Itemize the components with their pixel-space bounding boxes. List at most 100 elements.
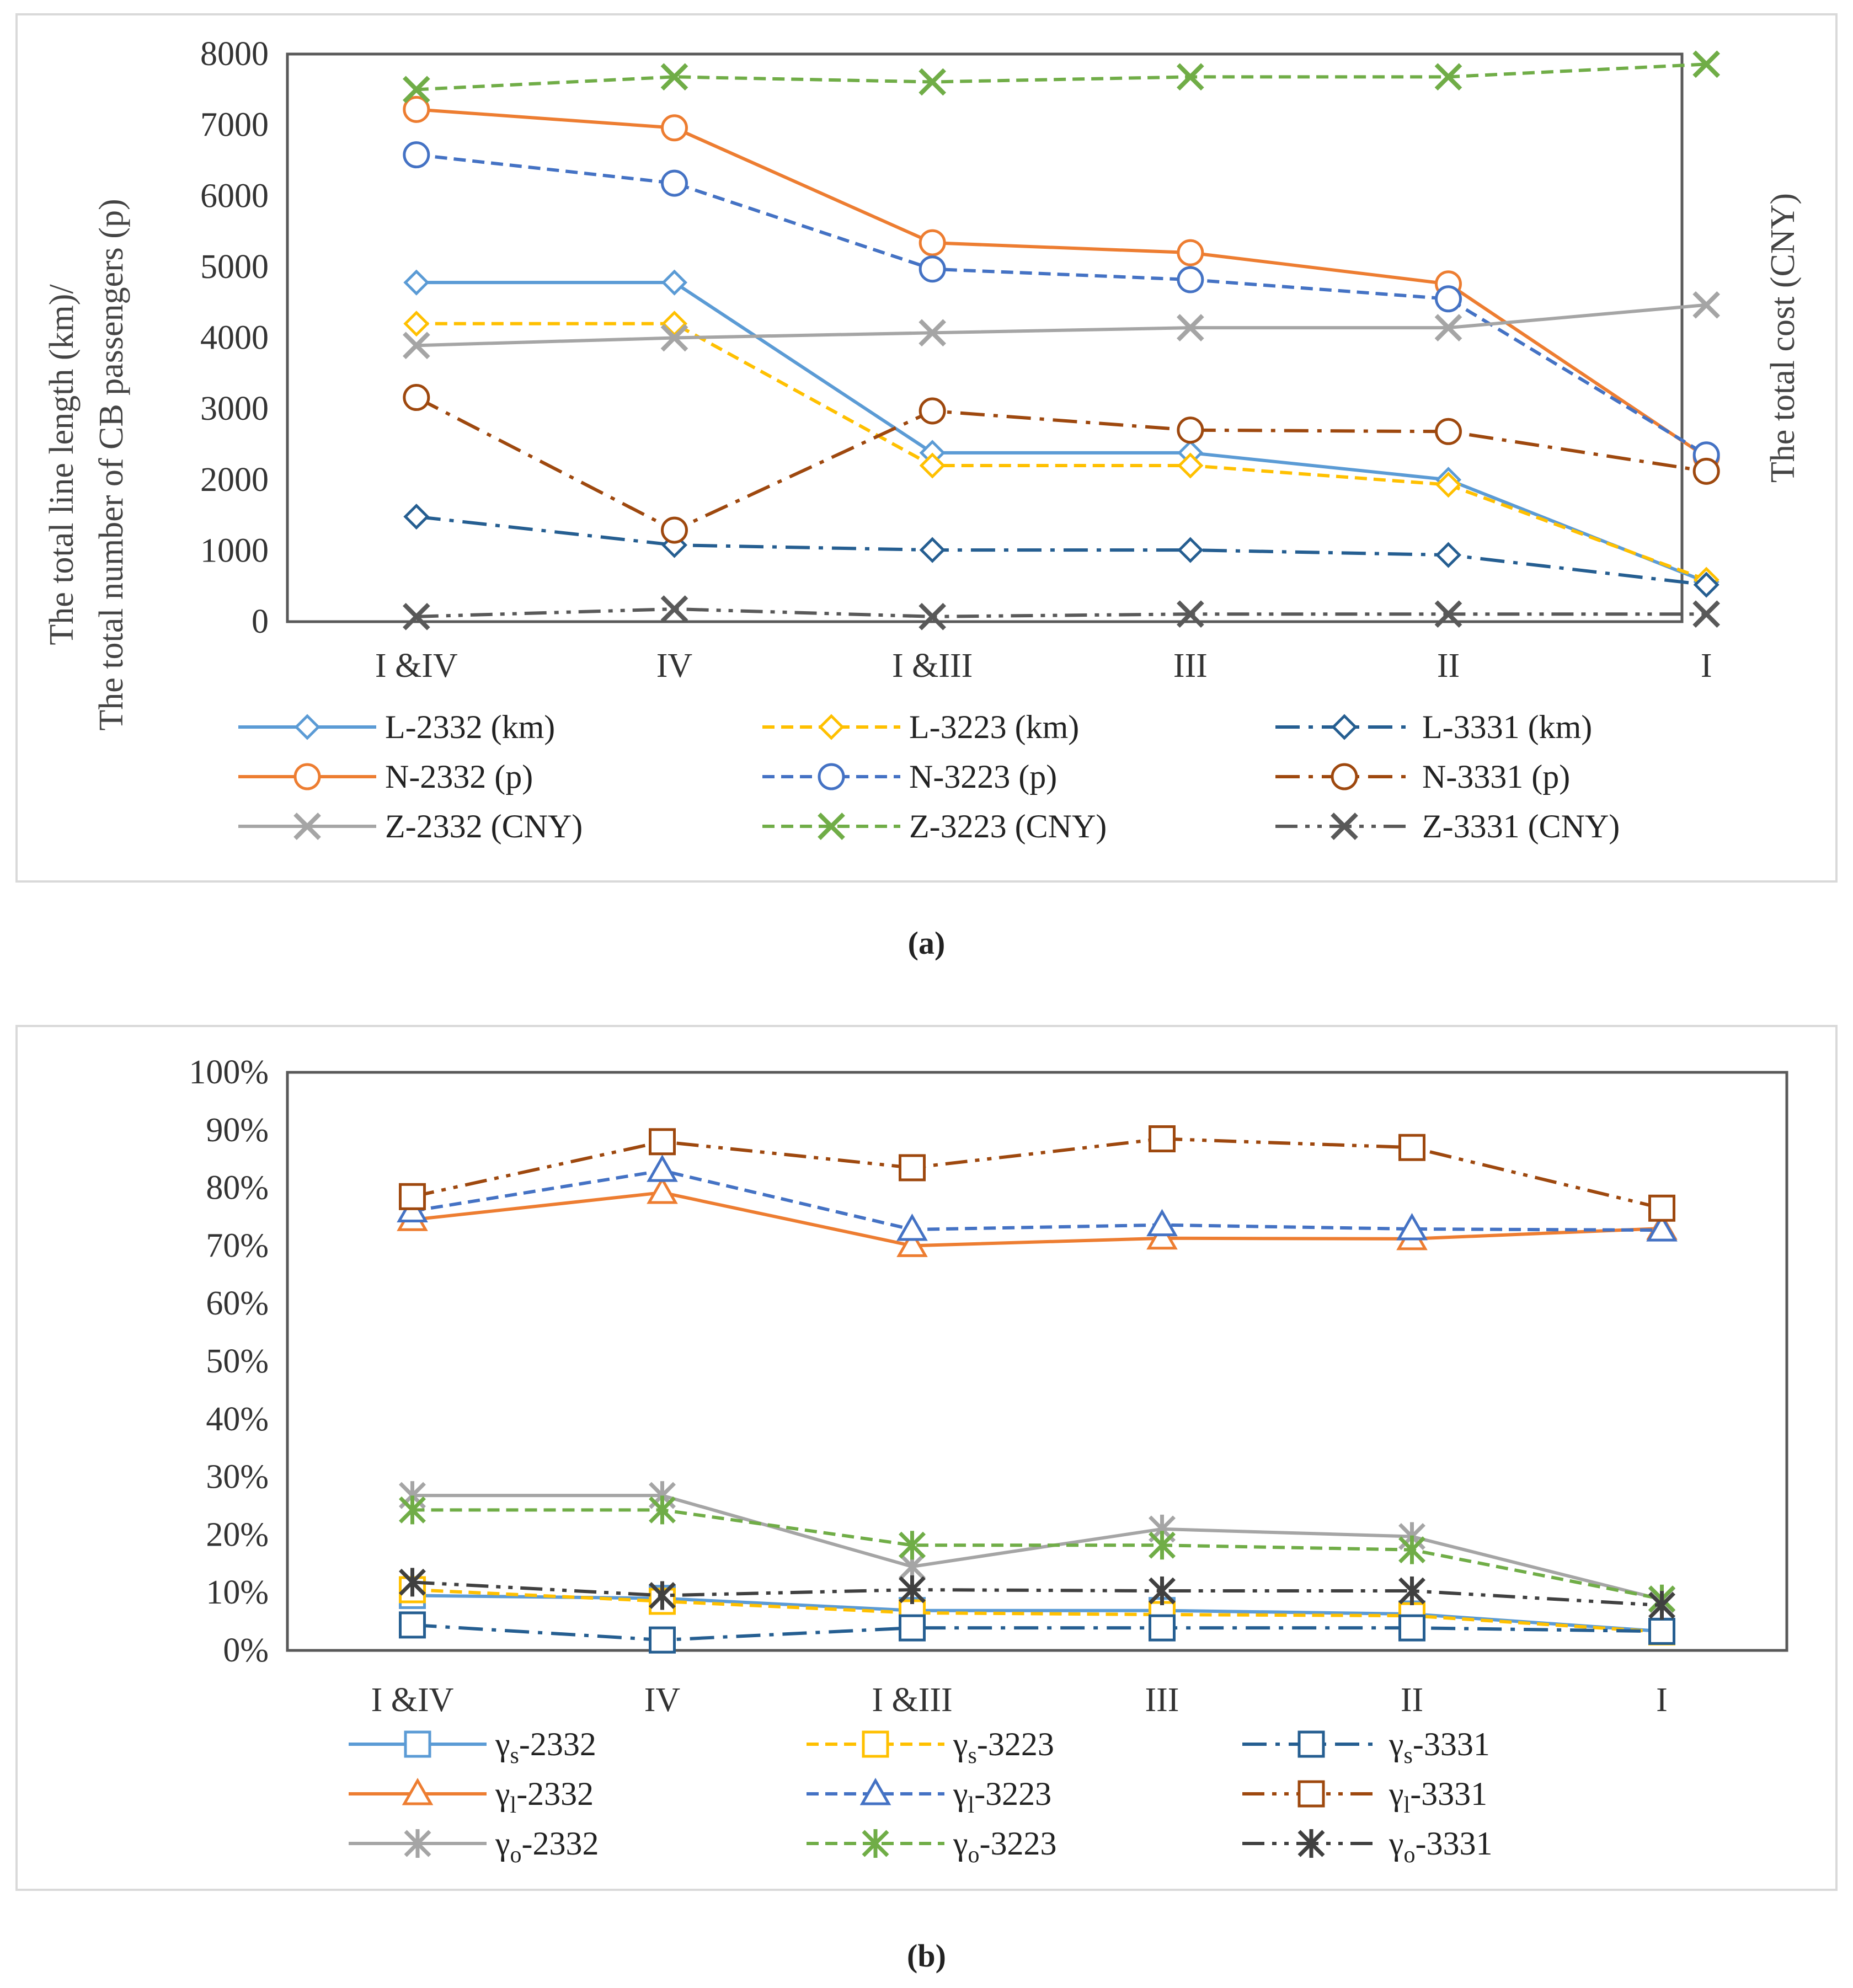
legend-label: γs-2332	[495, 1726, 596, 1768]
legend-item: γs-3331	[1242, 1726, 1490, 1768]
caption-b: (b)	[907, 1938, 946, 1974]
data-point-marker	[1398, 1535, 1425, 1564]
x-category-label: III	[1173, 647, 1208, 685]
data-point-marker	[403, 384, 430, 412]
legend-label-suffix: -3223	[977, 1726, 1054, 1762]
series-line	[416, 303, 1707, 348]
legend-swatch-marker	[1331, 714, 1358, 740]
data-point-marker	[919, 229, 946, 256]
data-point-marker	[403, 141, 430, 169]
y-tick-label: 90%	[206, 1111, 269, 1149]
series-n-3331-p	[403, 384, 1720, 544]
y-tick-label: 0	[252, 603, 269, 640]
data-point-marker	[1177, 452, 1204, 479]
data-point-marker	[399, 1495, 426, 1525]
legend-label: γs-3331	[1389, 1726, 1490, 1768]
legend-label-subscript: o	[1404, 1842, 1416, 1868]
legend-label-suffix: -3331	[1413, 1726, 1490, 1762]
legend-label-subscript: o	[968, 1842, 980, 1868]
legend-item: γo-2332	[349, 1825, 599, 1868]
legend-swatch-marker	[1297, 1829, 1325, 1858]
data-point-marker	[1398, 1576, 1425, 1606]
data-point-marker	[919, 68, 946, 96]
data-point-marker	[660, 63, 688, 91]
x-category-label: IV	[656, 647, 693, 685]
data-point-marker	[649, 1128, 676, 1156]
legend: L-2332 (km) L-3223 (km) L-3331 (km) N-2332 …	[238, 709, 1620, 845]
legend-label-suffix: -3223	[980, 1825, 1057, 1862]
legend-label-suffix: -3331	[1410, 1776, 1487, 1812]
series-line	[412, 1169, 1662, 1232]
data-point-marker	[899, 1154, 926, 1182]
data-point-marker	[1177, 537, 1204, 563]
data-point-marker	[1434, 63, 1462, 91]
legend-swatch-marker	[1331, 813, 1358, 840]
legend-label: Z-3331 (CNY)	[1422, 808, 1620, 845]
y-tick-label: 6000	[200, 177, 269, 215]
data-point-marker	[1177, 600, 1204, 628]
y-tick-label: 7000	[200, 106, 269, 144]
legend-label-base: γ	[495, 1825, 510, 1862]
legend-swatch-marker	[1297, 1780, 1325, 1808]
y-tick-label: 100%	[189, 1054, 269, 1091]
legend-item: N-3223 (p)	[762, 758, 1057, 795]
y2-axis-title: The total cost (CNY)	[1764, 193, 1802, 483]
y-tick-label: 3000	[200, 390, 269, 427]
legend-label-base: γ	[495, 1776, 510, 1812]
data-point-marker	[1648, 1591, 1675, 1620]
data-point-marker	[1177, 266, 1204, 293]
series-n-3223-p	[403, 141, 1720, 469]
data-point-marker	[1648, 1617, 1675, 1645]
data-point-marker	[1434, 314, 1462, 341]
legend-label-subscript: l	[510, 1793, 517, 1818]
legend-item: γl-2332	[349, 1776, 594, 1818]
y-axis-title: The total line length (km)/	[43, 284, 81, 645]
legend-swatch-marker	[862, 1829, 889, 1858]
data-point-marker	[649, 1581, 676, 1610]
data-point-marker	[399, 1183, 426, 1210]
legend-swatch-marker	[402, 1777, 434, 1805]
data-point-marker	[899, 1614, 926, 1642]
series-line	[416, 108, 1707, 459]
data-point-marker	[1435, 472, 1462, 498]
legend-label-base: γ	[495, 1726, 510, 1762]
legend-label-subscript: l	[968, 1793, 975, 1818]
y-tick-label: 5000	[200, 248, 269, 286]
data-point-marker	[649, 1626, 676, 1654]
caption-a: (a)	[907, 925, 946, 961]
legend-item: L-3331 (km)	[1275, 709, 1592, 745]
x-category-label: I	[1656, 1681, 1668, 1719]
y-axis-title-line2: The total number of CB passengers (p)	[93, 199, 130, 730]
x-category-label: II	[1437, 647, 1460, 685]
data-point-marker	[919, 319, 946, 347]
y-tick-label: 8000	[200, 35, 269, 73]
legend-label: Z-3223 (CNY)	[909, 808, 1107, 845]
legend-label-suffix: -2332	[516, 1776, 594, 1812]
data-point-marker	[1149, 1531, 1176, 1560]
legend-item: γs-2332	[349, 1726, 596, 1768]
y-tick-label: 40%	[206, 1401, 269, 1438]
y-tick-label: 80%	[206, 1169, 269, 1207]
y-tick-label: 60%	[206, 1285, 269, 1322]
legend-swatch-marker	[293, 813, 321, 840]
data-point-marker	[1177, 314, 1204, 341]
legend-label-suffix: -3223	[974, 1776, 1051, 1812]
data-point-marker	[403, 504, 430, 530]
y-tick-label: 1000	[200, 532, 269, 569]
legend-swatch-marker	[818, 714, 845, 740]
series-z-3331-cny	[403, 595, 1720, 630]
y-tick-label: 0%	[223, 1632, 269, 1669]
legend-label-subscript: s	[968, 1743, 977, 1768]
data-point-marker	[1435, 285, 1462, 313]
legend-label-base: γ	[1389, 1726, 1404, 1762]
y-tick-label: 4000	[200, 319, 269, 357]
chart-panel-b: 0% 10% 20% 30% 40% 50% 60% 70% 80% 90% 100% I &IV IV…	[15, 1025, 1838, 1891]
legend-swatch-marker	[404, 1829, 431, 1858]
legend-swatch-marker	[862, 1730, 889, 1758]
legend-label-base: γ	[1389, 1776, 1404, 1812]
data-point-marker	[919, 537, 946, 563]
data-point-marker	[403, 76, 430, 104]
series-l-2332	[397, 1176, 1678, 1257]
chart-b-svg: 0% 10% 20% 30% 40% 50% 60% 70% 80% 90% 100% I &IV IV…	[189, 1054, 1788, 1868]
data-point-marker	[919, 452, 946, 479]
